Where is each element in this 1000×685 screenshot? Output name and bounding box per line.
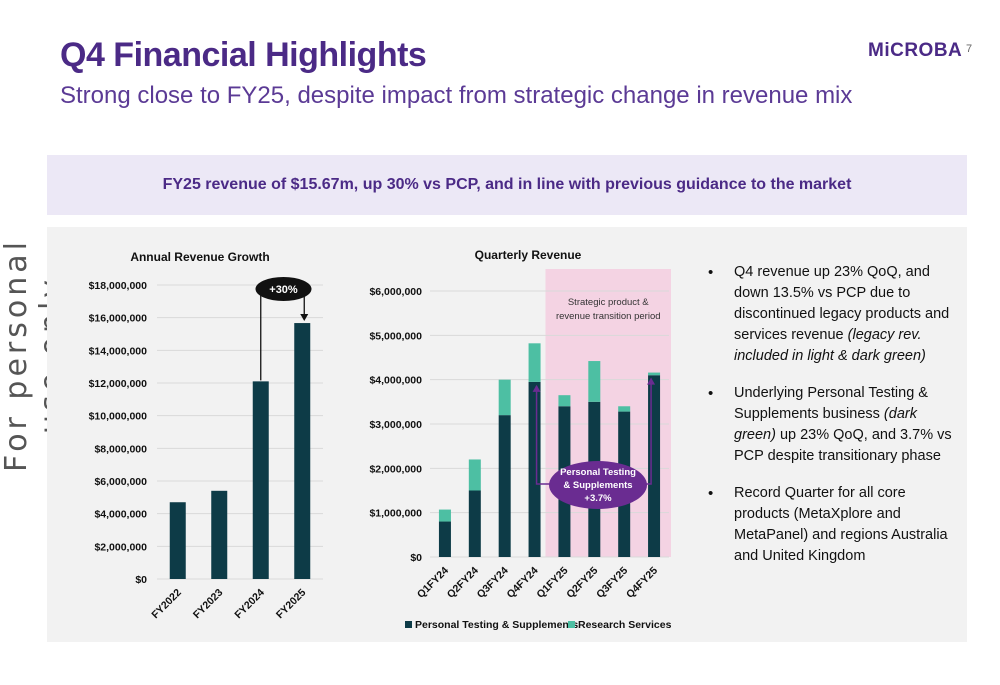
- quarterly-xtick-label: Q3FY24: [475, 565, 511, 601]
- annual-bar-fy2022: [169, 502, 186, 579]
- quarterly-ytick-label: $1,000,000: [369, 508, 422, 520]
- annual-xtick-label: FY2025: [274, 587, 309, 622]
- quarterly-xtick-label: Q1FY24: [415, 565, 451, 601]
- bullet-item-1: Q4 revenue up 23% QoQ, and down 13.5% vs…: [706, 262, 956, 367]
- page-number: 7: [966, 43, 973, 55]
- quarterly-ytick-label: $2,000,000: [369, 463, 422, 475]
- highlight-banner: FY25 revenue of $15.67m, up 30% vs PCP, …: [47, 155, 967, 215]
- annual-xtick-label: FY2024: [232, 587, 267, 622]
- quarterly-bar-research-q3fy25: [618, 406, 631, 412]
- quarterly-bar-research-q4fy24: [528, 343, 541, 382]
- highlight-label-line-1: Strategic product &: [568, 297, 649, 308]
- quarterly-xtick-label: Q1FY25: [534, 565, 570, 601]
- quarterly-bar-pts-q4fy24: [528, 381, 541, 557]
- annual-ytick-label: $18,000,000: [89, 280, 148, 292]
- callout-line-2: & Supplements: [563, 480, 632, 491]
- quarterly-bar-research-q1fy24: [438, 509, 451, 522]
- quarterly-xtick-label: Q2FY24: [445, 565, 481, 601]
- quarterly-chart-title: Quarterly Revenue: [475, 248, 582, 262]
- comparison-arrowhead: [647, 377, 656, 385]
- charts-svg: Annual Revenue Growth $0 $2,000,000 $4,000,…: [89, 248, 672, 631]
- annual-bar-fy2023: [211, 490, 228, 579]
- quarterly-ytick-label: $0: [410, 552, 422, 564]
- annual-annotation-arrowhead: [300, 314, 309, 322]
- annual-bar-fy2024: [252, 381, 269, 579]
- annual-ytick-label: $16,000,000: [89, 313, 148, 325]
- legend-swatch-research: [568, 621, 575, 628]
- quarterly-xtick-label: Q3FY25: [594, 565, 630, 601]
- quarterly-bar-pts-q2fy24: [468, 490, 481, 557]
- quarterly-xtick-label: Q4FY24: [505, 565, 541, 601]
- legend-label-pts: Personal Testing & Supplements: [415, 619, 578, 631]
- page-subtitle: Strong close to FY25, despite impact fro…: [60, 82, 853, 109]
- annual-bar-fy2025: [294, 323, 311, 579]
- legend-label-research: Research Services: [578, 619, 672, 631]
- quarterly-xtick-label: Q4FY25: [624, 565, 660, 601]
- legend-swatch-pts: [405, 621, 412, 628]
- quarterly-bar-research-q1fy25: [558, 395, 571, 407]
- quarterly-bar-pts-q4fy25: [648, 375, 661, 557]
- microba-logo: MiCROBA: [868, 40, 963, 61]
- quarterly-ytick-label: $6,000,000: [369, 286, 422, 298]
- annual-xtick-label: FY2022: [149, 587, 184, 622]
- quarterly-xtick-label: Q2FY25: [564, 565, 600, 601]
- quarterly-ytick-label: $3,000,000: [369, 419, 422, 431]
- banner-text: FY25 revenue of $15.67m, up 30% vs PCP, …: [162, 176, 852, 193]
- bullet-item-2: Underlying Personal Testing & Supplement…: [706, 383, 956, 467]
- page-title: Q4 Financial Highlights: [60, 36, 427, 74]
- annual-ytick-label: $8,000,000: [94, 443, 147, 455]
- bullet-list: Q4 revenue up 23% QoQ, and down 13.5% vs…: [706, 262, 956, 583]
- callout-line-3: +3.7%: [584, 493, 612, 504]
- callout-line-1: Personal Testing: [560, 467, 636, 478]
- quarterly-ytick-label: $5,000,000: [369, 330, 422, 342]
- quarterly-bar-pts-q1fy24: [438, 521, 451, 557]
- quarterly-bar-research-q2fy24: [468, 459, 481, 491]
- annual-growth-badge: [255, 277, 312, 301]
- quarterly-bar-research-q4fy25: [648, 372, 661, 376]
- quarterly-bar-research-q2fy25: [588, 361, 601, 402]
- annual-ytick-label: $4,000,000: [94, 509, 147, 521]
- annual-ytick-label: $12,000,000: [89, 378, 148, 390]
- annual-ytick-label: $2,000,000: [94, 541, 147, 553]
- quarterly-ytick-label: $4,000,000: [369, 375, 422, 387]
- comparison-arrowhead: [532, 384, 541, 392]
- annual-ytick-label: $6,000,000: [94, 476, 147, 488]
- annual-ytick-label: $0: [135, 574, 147, 586]
- quarterly-bar-research-q3fy24: [498, 379, 511, 416]
- quarterly-bar-pts-q3fy24: [498, 415, 511, 557]
- pts-growth-callout: [549, 461, 647, 509]
- annual-chart-title: Annual Revenue Growth: [130, 250, 269, 264]
- annual-ytick-label: $14,000,000: [89, 345, 148, 357]
- annual-growth-label: +30%: [269, 284, 298, 296]
- annual-ytick-label: $10,000,000: [89, 411, 148, 423]
- annual-xtick-label: FY2023: [191, 587, 226, 622]
- bullet-item-3: Record Quarter for all core products (Me…: [706, 483, 956, 567]
- highlight-label-line-2: revenue transition period: [556, 311, 661, 322]
